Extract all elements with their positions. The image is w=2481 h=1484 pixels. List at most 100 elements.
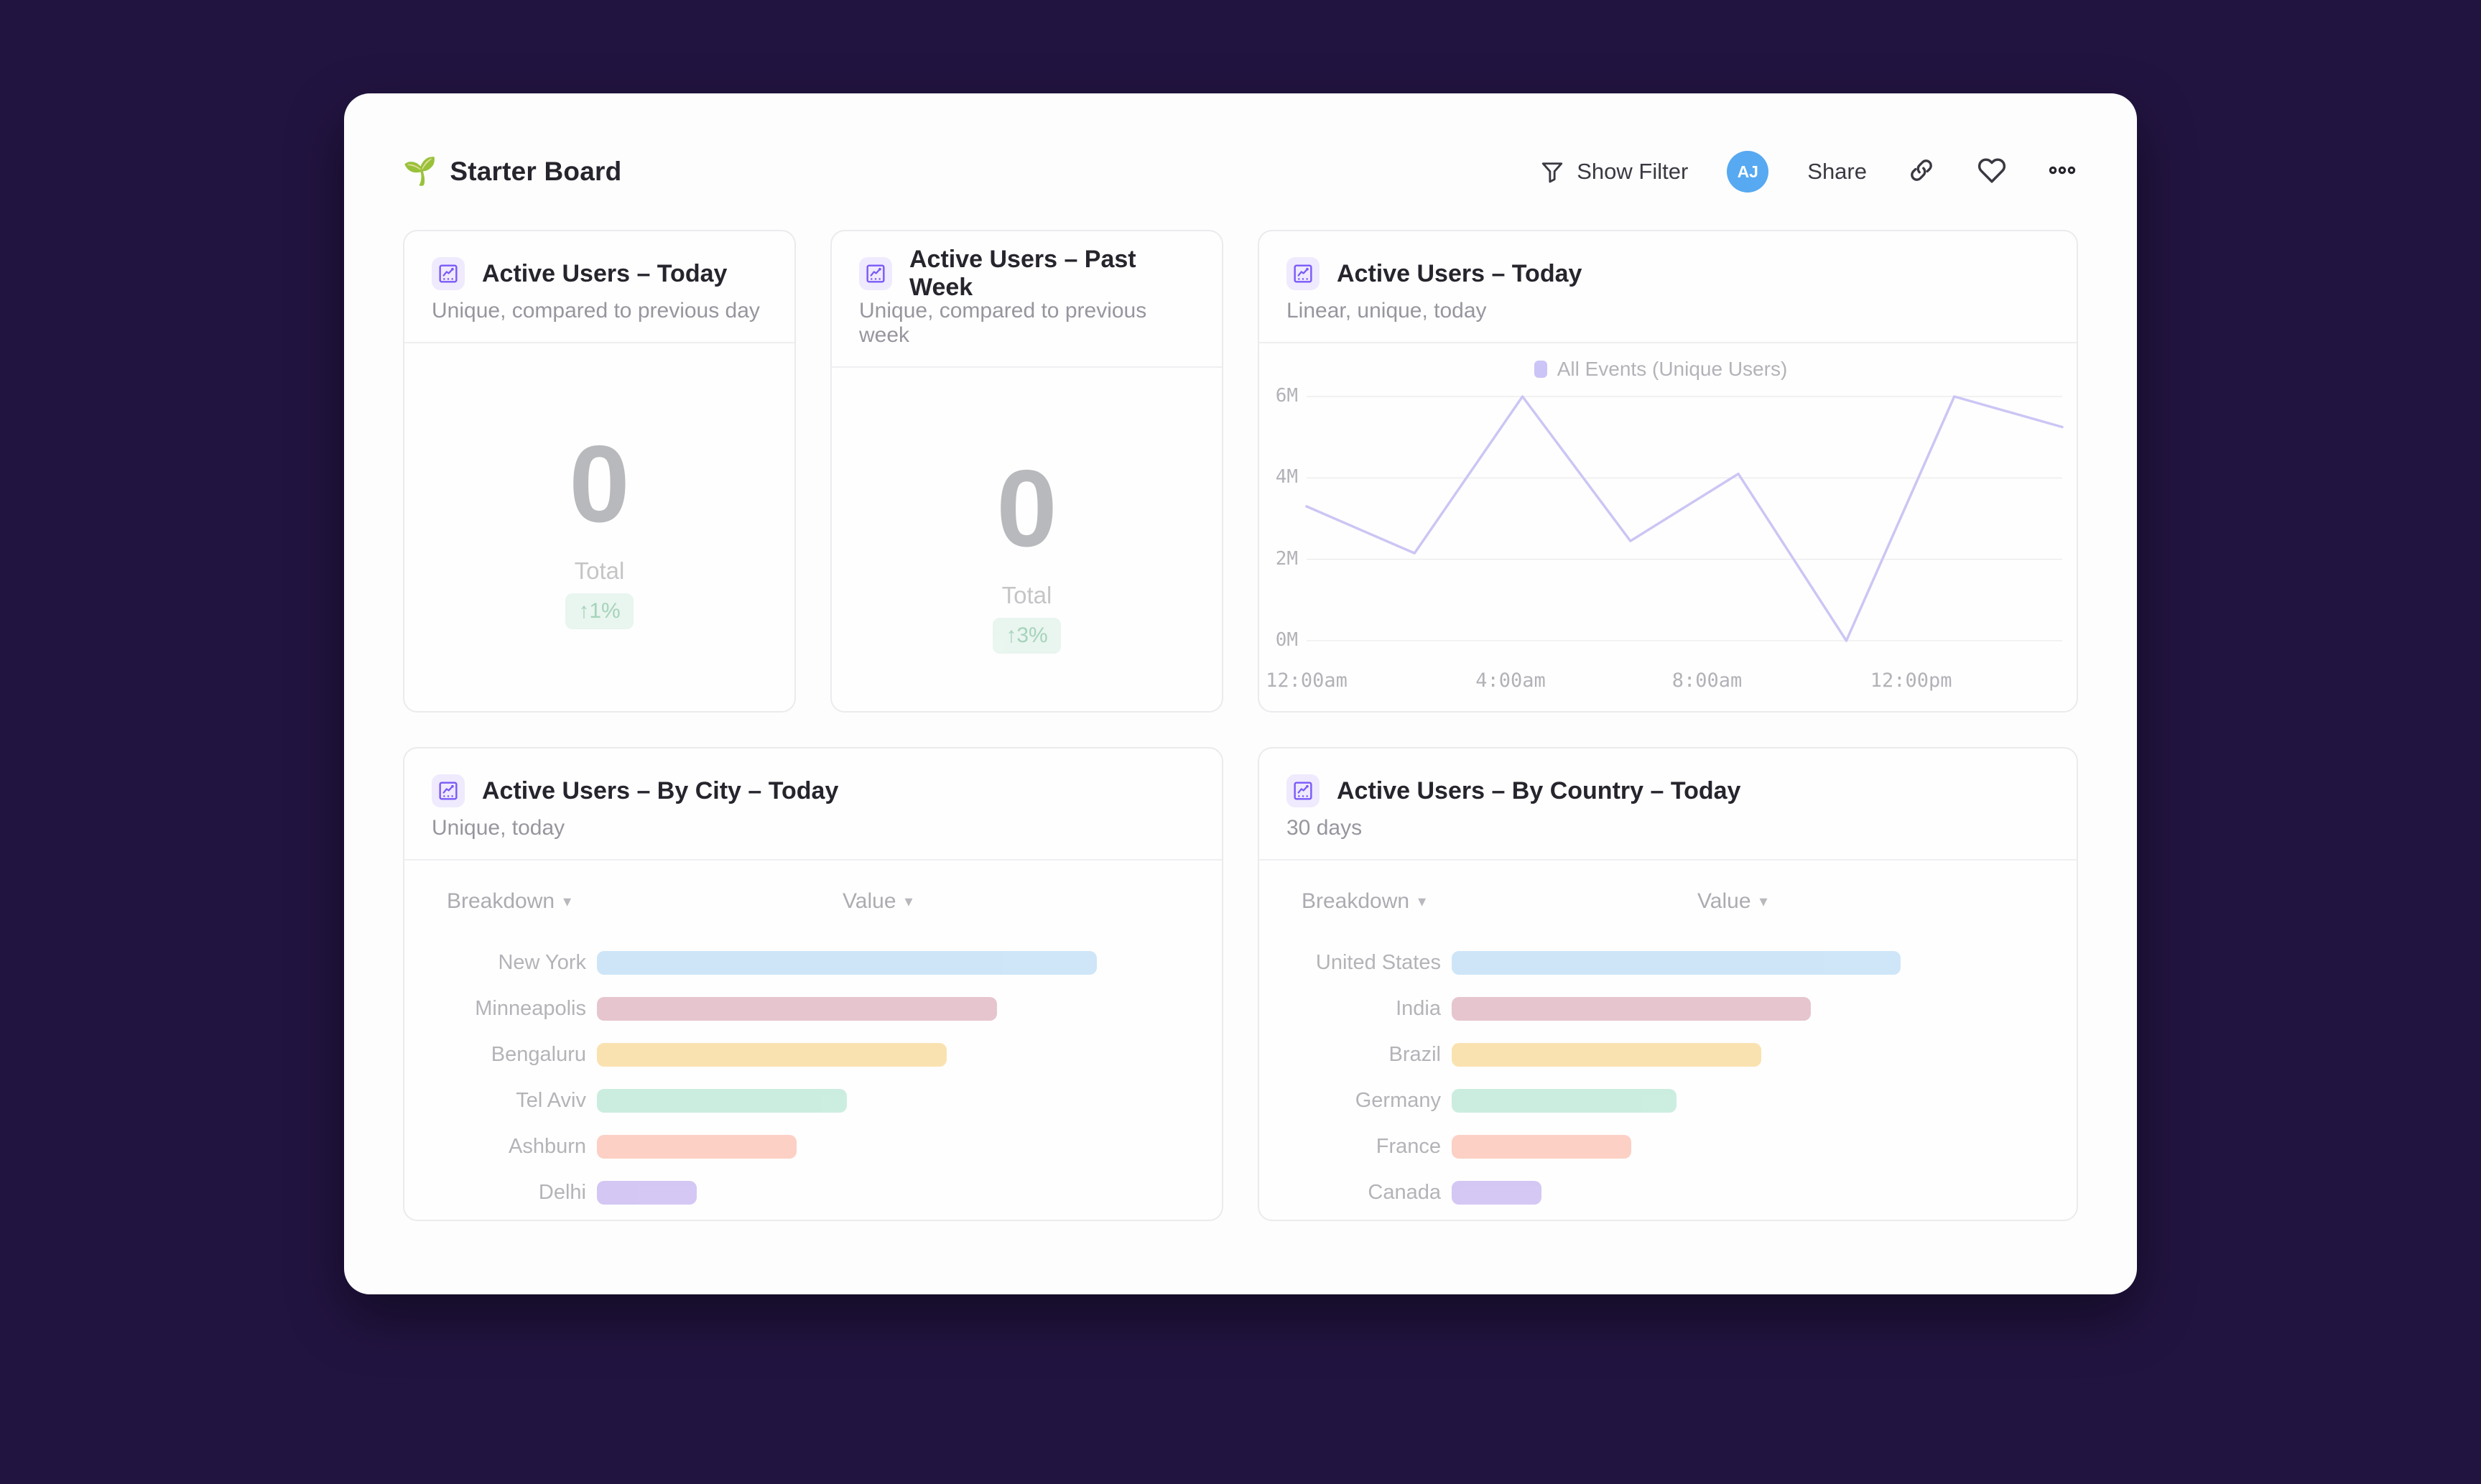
link-icon bbox=[1906, 155, 1937, 189]
copy-link-button[interactable] bbox=[1906, 156, 1937, 187]
kpi-value: 0 bbox=[996, 447, 1057, 570]
x-axis: 12:00am 4:00am 8:00am 12:00pm bbox=[1266, 662, 2062, 698]
line-chart-icon bbox=[432, 774, 465, 807]
y-tick-label: 2M bbox=[1275, 547, 1298, 570]
favorite-button[interactable] bbox=[1976, 156, 2008, 187]
value-bar[interactable] bbox=[1452, 1181, 1541, 1205]
bar-track bbox=[597, 1181, 1097, 1205]
value-bar[interactable] bbox=[597, 1181, 697, 1205]
value-bar[interactable] bbox=[597, 997, 997, 1021]
show-filter-button[interactable]: Show Filter bbox=[1539, 159, 1688, 185]
widget-body: All Events (Unique Users) 6M 4M 2M 0M 12:00… bbox=[1259, 358, 2077, 698]
widget-body: 0 Total ↑1% bbox=[404, 343, 794, 711]
board-title-wrap: 🌱 Starter Board bbox=[403, 157, 621, 187]
x-tick-label: 12:00pm bbox=[1870, 669, 1952, 692]
widget-subtitle: Linear, unique, today bbox=[1286, 299, 1487, 323]
legend-swatch bbox=[1534, 361, 1547, 378]
line-chart-plot[interactable] bbox=[1307, 389, 2062, 662]
widget-title[interactable]: Active Users – Today bbox=[482, 259, 728, 287]
breakdown-column-header[interactable]: Breakdown ▾ bbox=[447, 889, 571, 914]
widget-body: Breakdown ▾ Value ▾ New York Minneapolis B… bbox=[404, 889, 1222, 1205]
widget-subtitle: Unique, compared to previous day bbox=[432, 299, 760, 323]
value-bar[interactable] bbox=[597, 1043, 947, 1067]
bar-rows: New York Minneapolis Bengaluru Tel Aviv Ashb… bbox=[404, 951, 1222, 1205]
dashboard-card: 🌱 Starter Board Show Filter AJ Share bbox=[344, 93, 2137, 1294]
y-tick-label: 6M bbox=[1275, 385, 1298, 407]
board-header: 🌱 Starter Board Show Filter AJ Share bbox=[403, 139, 2078, 204]
value-bar[interactable] bbox=[597, 1089, 847, 1113]
kpi-label: Total bbox=[574, 557, 625, 584]
widget-title[interactable]: Active Users – By Country – Today bbox=[1337, 776, 1741, 804]
breakdown-column-header[interactable]: Breakdown ▾ bbox=[1302, 889, 1426, 914]
avatar[interactable]: AJ bbox=[1727, 151, 1769, 193]
row-label: Ashburn bbox=[508, 1135, 586, 1158]
table-row[interactable]: Bengaluru bbox=[404, 1043, 1222, 1067]
row-label: Brazil bbox=[1388, 1043, 1441, 1066]
table-row[interactable]: Brazil bbox=[1259, 1043, 2077, 1067]
filter-funnel-icon bbox=[1539, 159, 1565, 185]
widget-active-users-today: Active Users – Today Unique, compared to… bbox=[403, 230, 796, 713]
bar-track bbox=[1452, 951, 1901, 975]
bar-track bbox=[1452, 1135, 1901, 1159]
value-bar[interactable] bbox=[1452, 1135, 1631, 1159]
line-chart-icon bbox=[1286, 257, 1320, 290]
widget-title[interactable]: Active Users – Past Week bbox=[909, 246, 1136, 301]
more-options-button[interactable] bbox=[2046, 156, 2078, 187]
widget-subtitle: Unique, today bbox=[432, 816, 565, 840]
table-row[interactable]: Tel Aviv bbox=[404, 1089, 1222, 1113]
table-row[interactable]: Canada bbox=[1259, 1181, 2077, 1205]
value-bar[interactable] bbox=[1452, 997, 1811, 1021]
widget-body: 0 Total ↑3% bbox=[832, 368, 1222, 711]
bar-rows: United States India Brazil Germany France Can… bbox=[1259, 951, 2077, 1205]
value-bar[interactable] bbox=[597, 951, 1097, 975]
row-label: Delhi bbox=[538, 1181, 586, 1204]
table-row[interactable]: France bbox=[1259, 1135, 2077, 1159]
table-row[interactable]: Ashburn bbox=[404, 1135, 1222, 1159]
widget-header: Active Users – By Country – Today 30 day… bbox=[1259, 748, 2077, 840]
header-actions: Show Filter AJ Share bbox=[1539, 151, 2078, 193]
bar-track bbox=[1452, 1043, 1901, 1067]
value-label: Value bbox=[1697, 889, 1751, 913]
show-filter-label: Show Filter bbox=[1577, 159, 1689, 184]
widget-active-users-line-chart: Active Users – Today Linear, unique, tod… bbox=[1258, 230, 2078, 713]
value-bar[interactable] bbox=[1452, 951, 1901, 975]
bar-track bbox=[597, 1089, 1097, 1113]
value-bar[interactable] bbox=[1452, 1089, 1677, 1113]
x-tick-label: 4:00am bbox=[1475, 669, 1546, 692]
line-chart-icon bbox=[432, 257, 465, 290]
value-column-header[interactable]: Value ▾ bbox=[843, 889, 913, 914]
widget-header: Active Users – Today Unique, compared to… bbox=[404, 231, 794, 323]
widget-header: Active Users – Today Linear, unique, tod… bbox=[1259, 231, 2077, 323]
ellipsis-icon bbox=[2047, 155, 2077, 189]
share-label: Share bbox=[1807, 159, 1867, 184]
table-row[interactable]: New York bbox=[404, 951, 1222, 975]
value-bar[interactable] bbox=[597, 1135, 797, 1159]
row-label: Bengaluru bbox=[491, 1043, 586, 1066]
widget-subtitle: 30 days bbox=[1286, 816, 1363, 840]
divider bbox=[1259, 342, 2077, 343]
table-row[interactable]: India bbox=[1259, 997, 2077, 1021]
table-header: Breakdown ▾ Value ▾ bbox=[404, 889, 1222, 915]
chevron-down-icon: ▾ bbox=[1759, 892, 1768, 910]
chevron-down-icon: ▾ bbox=[1418, 892, 1427, 910]
row-label: Minneapolis bbox=[475, 997, 586, 1020]
table-row[interactable]: Minneapolis bbox=[404, 997, 1222, 1021]
legend-label: All Events (Unique Users) bbox=[1557, 358, 1788, 380]
bar-track bbox=[597, 997, 1097, 1021]
widget-header: Active Users – Past Week Unique, compare… bbox=[832, 231, 1222, 348]
bar-track bbox=[597, 1135, 1097, 1159]
widget-title[interactable]: Active Users – By City – Today bbox=[482, 776, 839, 804]
table-row[interactable]: Delhi bbox=[404, 1181, 1222, 1205]
board-title: Starter Board bbox=[450, 157, 622, 186]
row-label: France bbox=[1376, 1135, 1441, 1158]
table-row[interactable]: Germany bbox=[1259, 1089, 2077, 1113]
line-chart-icon bbox=[859, 257, 892, 290]
value-column-header[interactable]: Value ▾ bbox=[1697, 889, 1768, 914]
table-row[interactable]: United States bbox=[1259, 951, 2077, 975]
kpi-delta-badge: ↑3% bbox=[993, 618, 1061, 654]
value-label: Value bbox=[843, 889, 896, 913]
value-bar[interactable] bbox=[1452, 1043, 1762, 1067]
widget-title[interactable]: Active Users – Today bbox=[1337, 259, 1582, 287]
table-header: Breakdown ▾ Value ▾ bbox=[1259, 889, 2077, 915]
share-button[interactable]: Share bbox=[1807, 159, 1867, 185]
